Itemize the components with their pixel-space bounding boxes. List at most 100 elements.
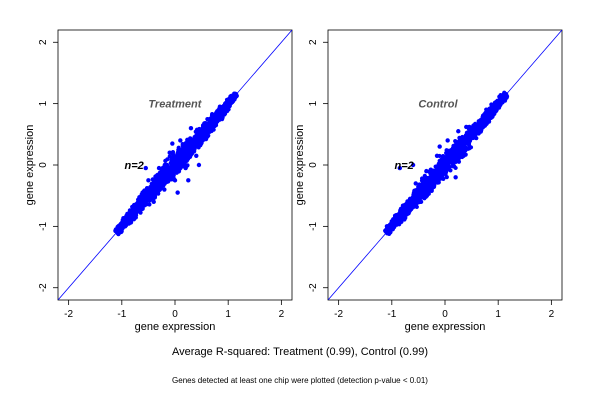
scatter-point (169, 173, 174, 178)
data-point (429, 188, 434, 193)
scatter-point (192, 148, 197, 153)
scatter-point (171, 157, 176, 162)
scatter-point (219, 117, 225, 122)
scatter-point (170, 152, 176, 157)
scatter-point (123, 216, 128, 221)
data-point (194, 153, 199, 158)
data-point (461, 139, 467, 144)
data-point (203, 125, 209, 131)
data-point (191, 139, 196, 144)
data-point (453, 149, 458, 154)
data-point (456, 129, 461, 134)
data-point (187, 144, 193, 149)
data-point (421, 184, 426, 190)
r-squared-summary: Average R-squared: Treatment (0.99), Con… (172, 346, 428, 358)
x-tick-label: -2 (334, 309, 343, 320)
data-point (440, 175, 445, 180)
data-point (172, 178, 178, 183)
data-point (183, 165, 188, 171)
scatter-point (200, 138, 205, 143)
data-point (483, 114, 488, 120)
data-point (188, 125, 194, 131)
data-point (441, 162, 447, 168)
data-point (220, 106, 226, 111)
scatter-panel-control: -2 -1 0 1 2 -2 -1 0 1 2 gene expression gene expres… (294, 29, 563, 333)
scatter-point (136, 200, 141, 205)
scatter-point (453, 159, 458, 165)
data-point (199, 130, 204, 136)
scatter-point (421, 193, 426, 198)
data-point (195, 135, 200, 140)
data-point (449, 153, 454, 158)
data-point (495, 100, 501, 105)
scatter-point (422, 177, 427, 182)
data-point (139, 200, 145, 206)
data-point (132, 210, 137, 216)
scatter-point (212, 123, 217, 128)
data-point (461, 153, 466, 158)
scatter-point (158, 186, 163, 191)
x-tick-label: 2 (549, 309, 555, 320)
data-point (216, 110, 221, 115)
data-point (478, 119, 484, 125)
data-point (413, 181, 418, 186)
data-point (143, 193, 148, 198)
scatter-point (164, 179, 169, 184)
data-point (437, 167, 442, 173)
data-point (397, 165, 402, 171)
scatter-point (155, 189, 160, 195)
data-point (433, 171, 438, 176)
scatter-point (450, 159, 455, 164)
scatter-point (417, 194, 422, 199)
data-point (225, 101, 231, 106)
data-point (487, 110, 492, 115)
data-point (384, 229, 389, 234)
data-point (230, 96, 235, 101)
y-tick-label: 0 (308, 162, 319, 168)
y-tick-label: -1 (308, 221, 319, 230)
scatter-point (484, 118, 489, 123)
data-point (470, 129, 475, 134)
x-tick-label: -2 (64, 309, 73, 320)
sample-count-annotation: n=2 (124, 160, 143, 172)
scatter-point (446, 163, 451, 168)
data-point (409, 199, 415, 205)
data-point (164, 167, 170, 173)
data-point (170, 141, 175, 146)
scatter-point (454, 154, 459, 159)
scatter-point (150, 177, 155, 182)
data-point (457, 144, 463, 149)
data-point (212, 116, 217, 121)
data-point (453, 175, 458, 180)
data-point (397, 215, 402, 220)
scatter-point (453, 145, 458, 150)
data-point (146, 178, 151, 183)
data-point (162, 175, 167, 180)
data-point (207, 121, 213, 126)
scatter-point (188, 136, 193, 141)
y-tick-label: 0 (38, 162, 49, 168)
scatter-point (137, 195, 142, 200)
data-point (388, 222, 393, 228)
data-point (464, 124, 469, 130)
data-point (424, 168, 429, 174)
data-point (156, 165, 162, 171)
scatter-point (463, 145, 468, 150)
data-point (175, 190, 180, 195)
point-cloud (383, 90, 510, 236)
data-point (179, 154, 184, 159)
scatter-point (436, 162, 441, 167)
point-cloud (113, 91, 239, 237)
data-point (147, 191, 152, 196)
scatter-point (387, 226, 392, 231)
data-point (157, 176, 163, 181)
data-point (175, 157, 180, 163)
data-point (154, 179, 159, 185)
data-point (418, 199, 424, 205)
data-point (123, 220, 129, 225)
x-tick-label: -1 (387, 309, 396, 320)
scatter-point (168, 160, 173, 166)
y-tick-label: -2 (308, 283, 319, 292)
scatter-point (444, 148, 449, 153)
data-point (410, 162, 416, 168)
